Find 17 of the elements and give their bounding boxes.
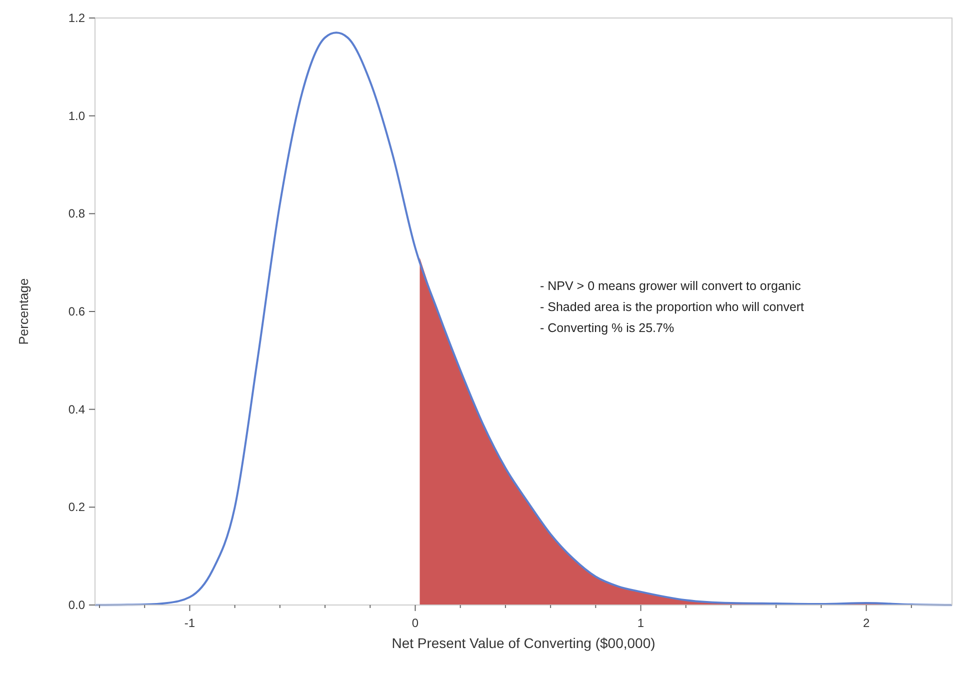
x-tick-label: -1	[184, 616, 196, 630]
y-tick-label: 1.2	[68, 11, 86, 25]
y-tick-label: 0.8	[68, 206, 86, 221]
x-tick-label: 2	[862, 616, 870, 630]
y-axis-title: Percentage	[16, 278, 31, 345]
y-tick-label: 0.4	[68, 402, 86, 416]
x-axis-title: Net Present Value of Converting ($00,000)	[392, 635, 656, 651]
x-tick-label: 1	[637, 616, 644, 630]
y-tick-label: 0.6	[68, 304, 86, 318]
x-tick-label: 0	[412, 616, 419, 630]
annotation: - Converting % is 25.7%	[540, 321, 674, 335]
annotation: - NPV > 0 means grower will convert to organic	[540, 279, 801, 293]
y-tick-label: 1.0	[68, 108, 86, 123]
line-series	[94, 32, 953, 606]
y-tick-label: 0.2	[68, 500, 86, 514]
annotation: - Shaded area is the proportion who will convert	[540, 300, 805, 314]
y-tick-label: 0.0	[68, 598, 86, 612]
